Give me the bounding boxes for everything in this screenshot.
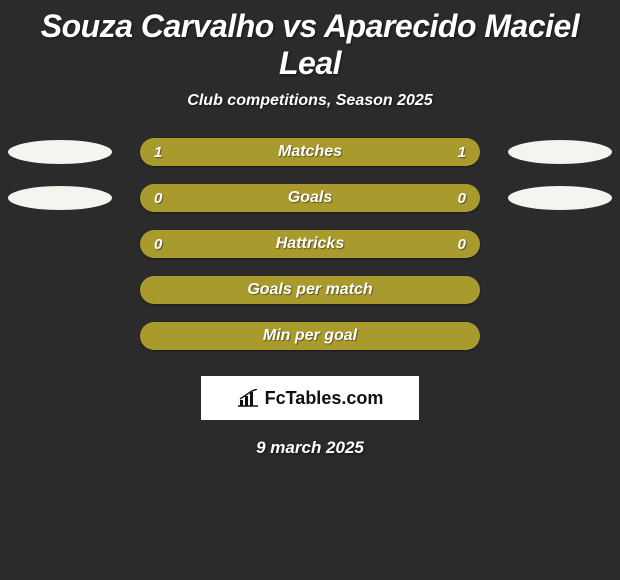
stats-container: 1 Matches 1 0 Goals 0 0 Hattricks 0 Goal…	[0, 128, 620, 354]
stat-row: 0 Goals 0	[0, 184, 620, 212]
right-indicator-oval	[508, 186, 612, 210]
stat-row: 0 Hattricks 0	[0, 230, 620, 258]
stat-bar: Goals per match	[140, 276, 480, 304]
fctables-logo[interactable]: FcTables.com	[201, 376, 419, 420]
stat-bar: 1 Matches 1	[140, 138, 480, 166]
stat-row: Goals per match	[0, 276, 620, 304]
stat-right-value: 0	[458, 190, 466, 207]
stat-row: 1 Matches 1	[0, 138, 620, 166]
stat-left-value: 1	[154, 144, 162, 161]
stat-label: Goals	[140, 189, 480, 207]
stat-label: Matches	[140, 143, 480, 161]
stat-bar: 0 Goals 0	[140, 184, 480, 212]
comparison-subtitle: Club competitions, Season 2025	[0, 86, 620, 128]
left-indicator-oval	[8, 140, 112, 164]
stat-label: Goals per match	[140, 281, 480, 299]
stat-bar: Min per goal	[140, 322, 480, 350]
stat-label: Hattricks	[140, 235, 480, 253]
comparison-title: Souza Carvalho vs Aparecido Maciel Leal	[0, 0, 620, 86]
stat-right-value: 0	[458, 236, 466, 253]
stat-left-value: 0	[154, 236, 162, 253]
logo-text: FcTables.com	[265, 388, 384, 409]
stat-left-value: 0	[154, 190, 162, 207]
left-indicator-oval	[8, 186, 112, 210]
bar-chart-icon	[237, 389, 259, 407]
footer-date: 9 march 2025	[0, 420, 620, 458]
stat-right-value: 1	[458, 144, 466, 161]
right-indicator-oval	[508, 140, 612, 164]
stat-bar: 0 Hattricks 0	[140, 230, 480, 258]
stat-label: Min per goal	[140, 327, 480, 345]
stat-row: Min per goal	[0, 322, 620, 350]
